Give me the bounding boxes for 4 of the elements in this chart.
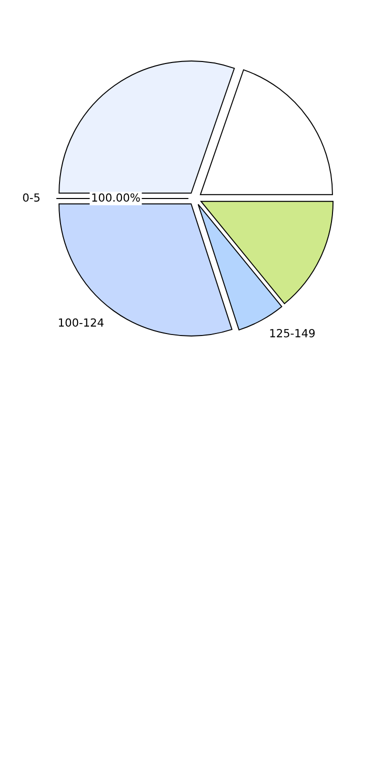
category-label: 0-5 [23,193,40,202]
text: 100.00% [92,193,140,202]
slice-label: 125-149 [270,328,315,338]
slice-label: 100-124 [58,318,104,327]
